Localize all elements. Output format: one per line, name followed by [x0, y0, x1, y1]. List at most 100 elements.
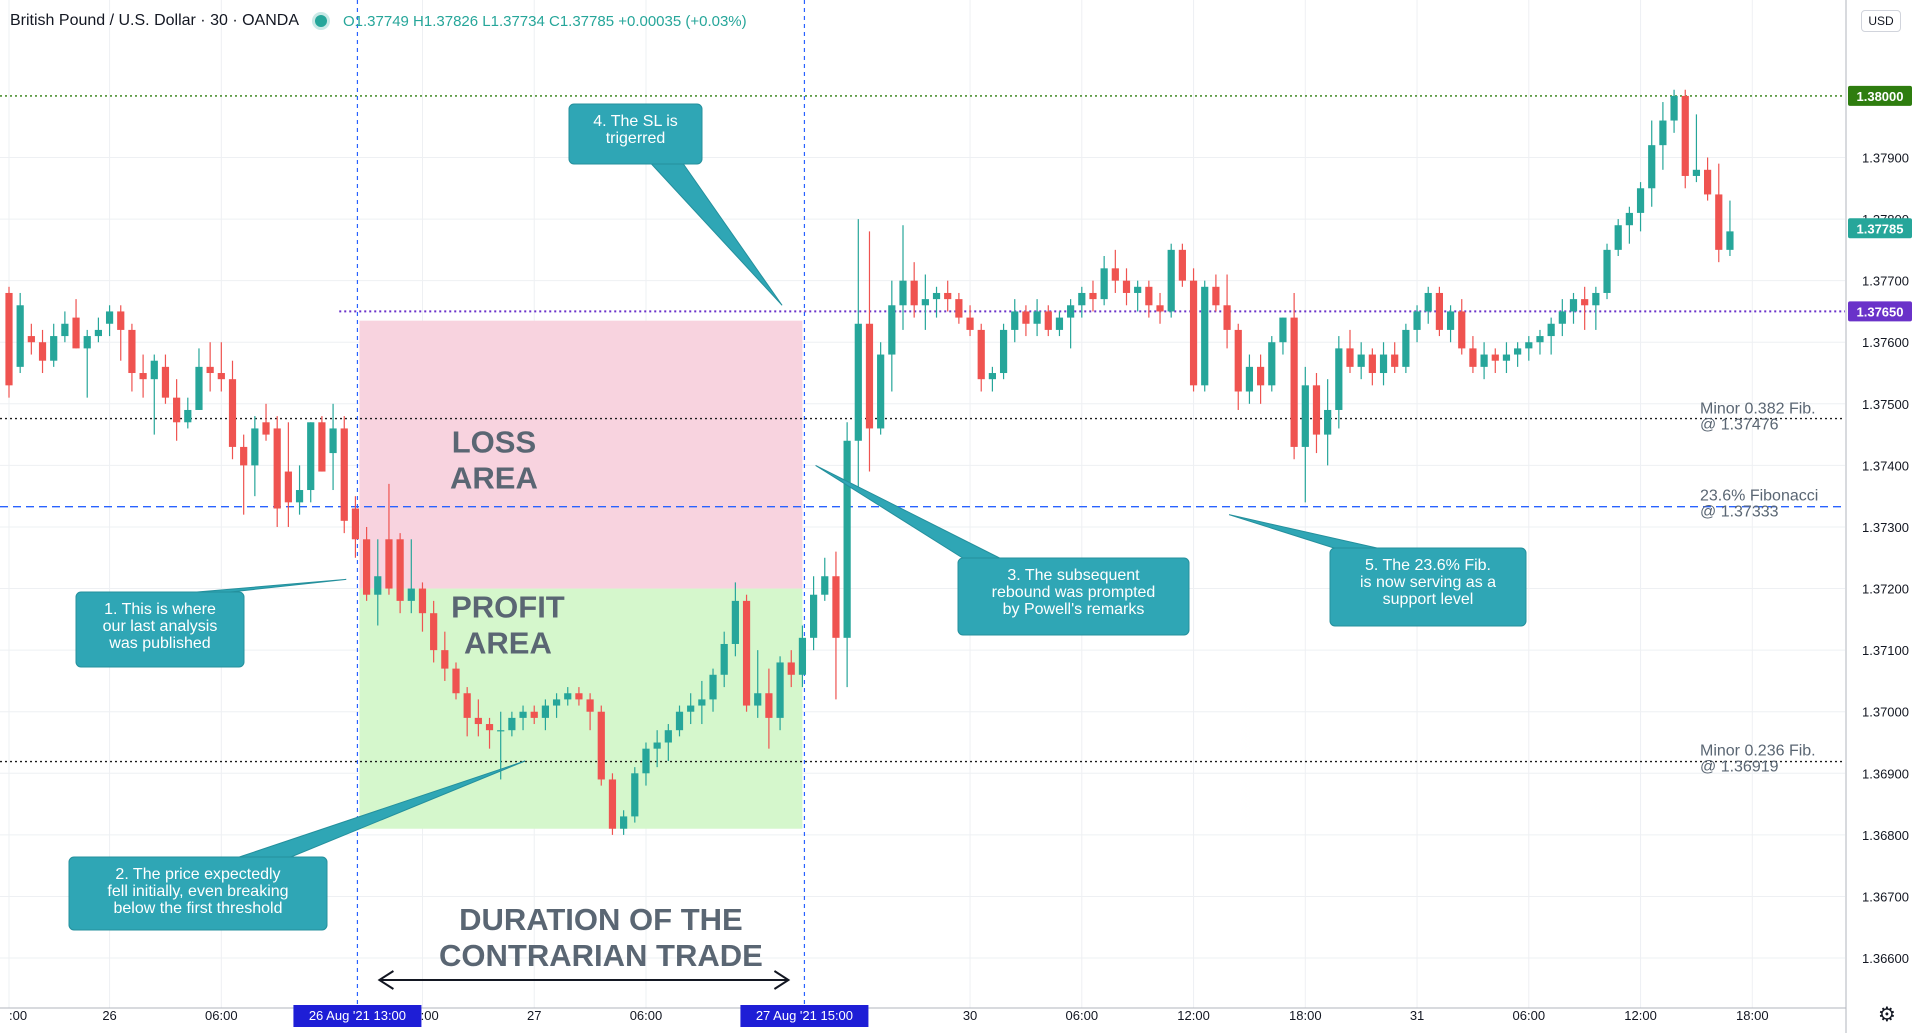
candle[interactable] — [877, 342, 885, 435]
candle[interactable] — [1625, 206, 1633, 244]
candle[interactable] — [318, 416, 326, 472]
candle[interactable] — [1078, 286, 1086, 318]
candle[interactable] — [1681, 89, 1689, 189]
candle[interactable] — [1592, 286, 1600, 330]
candle[interactable] — [1435, 286, 1443, 337]
candle[interactable] — [1692, 114, 1701, 183]
callout-c5[interactable]: 5. The 23.6% Fib.is now serving as asupp… — [1228, 514, 1527, 627]
candle[interactable] — [1134, 280, 1142, 312]
candle[interactable] — [50, 323, 58, 367]
candle[interactable] — [1659, 102, 1667, 170]
candle[interactable] — [1122, 268, 1131, 306]
candle[interactable] — [1067, 299, 1075, 349]
candle[interactable] — [1178, 243, 1186, 287]
candle[interactable] — [295, 465, 304, 515]
candle[interactable] — [374, 539, 382, 626]
candle[interactable] — [1458, 299, 1466, 355]
candle[interactable] — [16, 292, 24, 374]
candle[interactable] — [1547, 317, 1555, 355]
candle[interactable] — [530, 705, 538, 725]
candle[interactable] — [307, 422, 315, 503]
candle[interactable] — [776, 656, 784, 731]
candle[interactable] — [642, 742, 650, 786]
candle[interactable] — [329, 403, 337, 491]
candle[interactable] — [1234, 323, 1242, 410]
candle[interactable] — [195, 348, 203, 410]
candle[interactable] — [854, 219, 862, 491]
candle[interactable] — [228, 360, 237, 460]
candle[interactable] — [787, 650, 795, 688]
candle[interactable] — [586, 693, 594, 731]
level-price-badge[interactable]: 1.38000 — [1848, 85, 1912, 106]
candle[interactable] — [552, 693, 561, 718]
candle[interactable] — [1569, 292, 1578, 324]
candle[interactable] — [1402, 323, 1410, 374]
symbol-title[interactable]: British Pound / U.S. Dollar · 30 · OANDA — [10, 12, 299, 29]
candle[interactable] — [184, 397, 192, 429]
candle[interactable] — [1335, 336, 1343, 429]
candle[interactable] — [1424, 286, 1432, 324]
time-marker-badge[interactable]: 26 Aug '21 13:00 — [293, 1005, 422, 1027]
candle[interactable] — [966, 305, 974, 337]
candle[interactable] — [675, 705, 684, 737]
candle[interactable] — [1514, 342, 1522, 367]
candle[interactable] — [1089, 280, 1097, 312]
candle[interactable] — [541, 699, 549, 731]
candle[interactable] — [765, 668, 773, 749]
candle[interactable] — [1145, 280, 1153, 318]
candle[interactable] — [1312, 373, 1321, 454]
candle[interactable] — [1413, 305, 1421, 343]
candle[interactable] — [38, 329, 47, 374]
candle[interactable] — [821, 557, 829, 601]
last-price-badge[interactable]: 1.37785 — [1848, 218, 1912, 239]
candle[interactable] — [1044, 305, 1052, 337]
candle[interactable] — [385, 483, 393, 595]
candle[interactable] — [1536, 329, 1544, 355]
candle[interactable] — [1223, 274, 1231, 349]
candle[interactable] — [1212, 274, 1220, 312]
candle[interactable] — [1279, 317, 1287, 355]
candle[interactable] — [999, 323, 1008, 380]
candle[interactable] — [1357, 342, 1365, 380]
candle[interactable] — [955, 292, 963, 324]
candle[interactable] — [1648, 120, 1656, 207]
candle[interactable] — [1391, 342, 1399, 374]
candle[interactable] — [497, 711, 505, 780]
candle[interactable] — [1201, 280, 1209, 392]
candle[interactable] — [731, 582, 739, 657]
price-axis[interactable] — [1846, 0, 1920, 1033]
candle[interactable] — [810, 576, 818, 651]
candle[interactable] — [1715, 163, 1723, 263]
candle[interactable] — [150, 354, 158, 435]
candle[interactable] — [1368, 348, 1376, 386]
candle[interactable] — [1726, 200, 1734, 257]
candle[interactable] — [1189, 268, 1198, 392]
candle[interactable] — [1636, 182, 1645, 232]
candle[interactable] — [27, 323, 35, 355]
candle[interactable] — [340, 416, 348, 534]
candle[interactable] — [608, 773, 617, 835]
candle[interactable] — [564, 687, 572, 706]
candle[interactable] — [664, 724, 672, 761]
candle[interactable] — [128, 323, 136, 392]
candle[interactable] — [921, 274, 929, 330]
candle[interactable] — [1480, 342, 1488, 380]
candle[interactable] — [1111, 249, 1119, 293]
candle[interactable] — [1290, 292, 1298, 460]
time-axis[interactable] — [0, 1008, 1846, 1033]
candle[interactable] — [474, 699, 482, 737]
candle[interactable] — [1491, 348, 1499, 374]
candle[interactable] — [597, 705, 605, 786]
candle[interactable] — [754, 650, 762, 718]
candle[interactable] — [173, 379, 181, 441]
candle[interactable] — [1033, 299, 1041, 337]
candle[interactable] — [206, 342, 214, 392]
candle[interactable] — [463, 687, 471, 737]
candle[interactable] — [709, 668, 717, 712]
candle[interactable] — [396, 533, 404, 614]
candle[interactable] — [910, 262, 918, 318]
candle[interactable] — [1245, 354, 1254, 404]
